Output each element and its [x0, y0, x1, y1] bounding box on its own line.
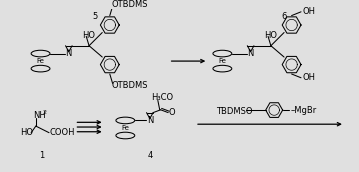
Text: N: N: [146, 116, 153, 125]
Text: 4: 4: [147, 151, 153, 160]
Text: OH: OH: [303, 73, 316, 82]
Text: OTBDMS: OTBDMS: [112, 81, 148, 90]
Text: HO: HO: [264, 31, 277, 40]
Text: N: N: [247, 49, 254, 58]
Text: 6: 6: [281, 12, 286, 21]
Text: Fe: Fe: [37, 58, 45, 64]
Polygon shape: [101, 17, 119, 33]
Text: N: N: [66, 49, 72, 58]
Text: O: O: [169, 108, 175, 117]
Text: 5: 5: [93, 12, 98, 21]
Text: TBDMSO: TBDMSO: [216, 106, 252, 116]
Polygon shape: [282, 56, 301, 73]
Text: COOH: COOH: [49, 128, 75, 137]
Text: Fe: Fe: [218, 58, 226, 64]
Text: H₃CO: H₃CO: [151, 93, 173, 102]
Text: OTBDMS: OTBDMS: [112, 0, 148, 9]
Text: HO: HO: [83, 31, 95, 40]
Text: OH: OH: [303, 7, 316, 16]
Text: 1: 1: [39, 151, 44, 160]
Text: –MgBr: –MgBr: [290, 106, 316, 115]
Text: 2: 2: [42, 110, 46, 115]
Polygon shape: [266, 103, 283, 117]
Polygon shape: [101, 56, 119, 73]
Text: Fe: Fe: [121, 125, 129, 131]
Text: NH: NH: [33, 111, 46, 120]
Polygon shape: [282, 17, 301, 33]
Text: HO: HO: [20, 128, 33, 137]
